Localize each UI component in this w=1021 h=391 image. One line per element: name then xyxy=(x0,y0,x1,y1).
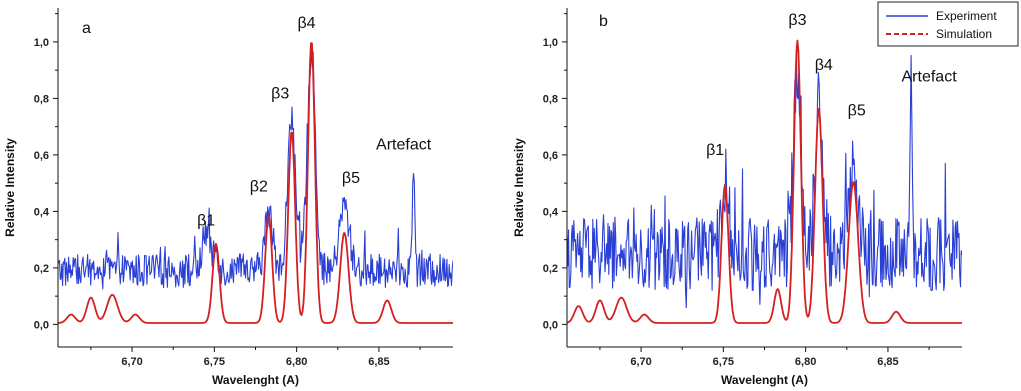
peak-annotation: β1 xyxy=(197,213,215,230)
series-simulation-line xyxy=(567,39,962,324)
peak-annotation: β3 xyxy=(788,12,806,29)
peak-annotation: β4 xyxy=(297,15,315,32)
series-experiment-line xyxy=(567,49,962,309)
peak-annotation: Artefact xyxy=(902,68,958,85)
y-tick-label: 0,2 xyxy=(543,263,558,275)
peak-annotation: β2 xyxy=(250,179,268,196)
x-tick-label: 6,70 xyxy=(630,356,651,368)
legend-experiment-label: Experiment xyxy=(936,9,997,23)
series-simulation-line xyxy=(58,42,453,324)
x-tick-label: 6,75 xyxy=(713,356,734,368)
y-axis-label: Relative Intensity xyxy=(3,138,17,237)
peak-annotation: β5 xyxy=(848,102,866,119)
series-experiment-line xyxy=(58,51,453,290)
y-tick-label: 0,0 xyxy=(34,319,49,331)
x-tick-label: 6,70 xyxy=(121,356,142,368)
peak-annotation: β5 xyxy=(342,170,360,187)
y-tick-label: 1,0 xyxy=(543,37,558,49)
y-tick-label: 0,0 xyxy=(543,319,558,331)
y-tick-label: 0,4 xyxy=(34,206,50,218)
peak-annotation: β3 xyxy=(271,85,289,102)
legend-simulation-label: Simulation xyxy=(936,27,992,41)
panel-b: 6,70 6,75 6,80 6,85 0,0 0,2 0,4 0,6 0,8 1,0 Wavele… xyxy=(512,8,962,387)
y-tick-label: 0,8 xyxy=(34,93,49,105)
x-tick-label: 6,80 xyxy=(795,356,816,368)
y-axis-label: Relative Intensity xyxy=(512,138,526,237)
legend-box xyxy=(877,1,1019,47)
x-tick-label: 6,75 xyxy=(204,356,225,368)
x-axis-label: Wavelenght (A) xyxy=(721,373,808,387)
panel-letter: b xyxy=(599,13,608,30)
y-tick-label: 0,6 xyxy=(543,150,558,162)
panel-a: 6,70 6,75 6,80 6,85 0,0 0,2 0,4 0,6 0,8 1,0 Wavele… xyxy=(3,8,453,387)
x-tick-label: 6,80 xyxy=(286,356,307,368)
x-tick-label: 6,85 xyxy=(368,356,389,368)
panel-letter: a xyxy=(82,20,91,37)
y-tick-label: 0,6 xyxy=(34,150,49,162)
x-tick-label: 6,85 xyxy=(877,356,898,368)
legend: Experiment Simulation xyxy=(877,1,1019,47)
peak-annotation: β4 xyxy=(815,57,833,74)
y-tick-label: 1,0 xyxy=(34,37,49,49)
y-tick-label: 0,4 xyxy=(543,206,559,218)
y-tick-label: 0,8 xyxy=(543,93,558,105)
y-tick-label: 0,2 xyxy=(34,263,49,275)
peak-annotation: β1 xyxy=(706,142,724,159)
x-axis-label: Wavelenght (A) xyxy=(212,373,299,387)
peak-annotation: Artefact xyxy=(376,136,432,153)
